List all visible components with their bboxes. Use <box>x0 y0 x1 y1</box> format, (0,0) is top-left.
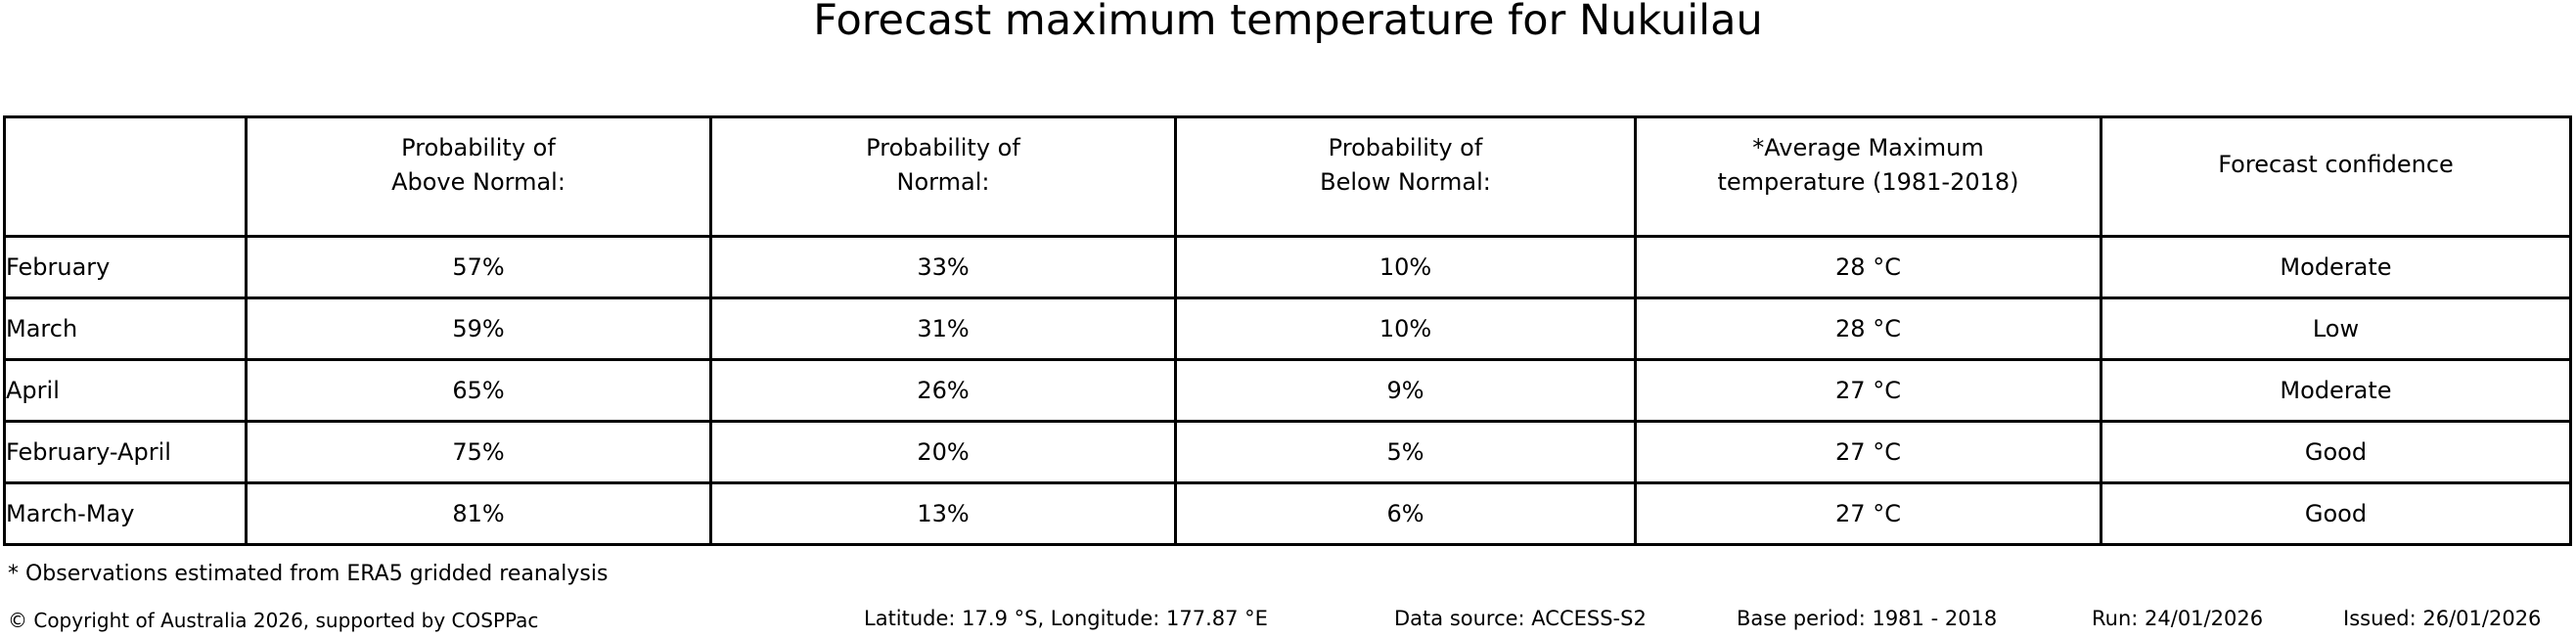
cell-avg-max-temp: 27 °C <box>1634 420 2102 484</box>
column-header-normal: Probability of Normal: <box>709 115 1177 238</box>
cell-normal: 20% <box>709 420 1177 484</box>
cell-below-normal: 5% <box>1174 420 1637 484</box>
table-row: February 57% 33% 10% 28 °C Moderate <box>3 235 2572 299</box>
table-row: March-May 81% 13% 6% 27 °C Good <box>3 481 2572 546</box>
location-text: Latitude: 17.9 °S, Longitude: 177.87 °E <box>864 607 1268 630</box>
copyright-text: © Copyright of Australia 2026, supported… <box>8 609 539 632</box>
table-row: April 65% 26% 9% 27 °C Moderate <box>3 358 2572 423</box>
cell-forecast-confidence: Good <box>2100 420 2572 484</box>
cell-above-normal: 57% <box>245 235 712 299</box>
column-header-above-normal: Probability of Above Normal: <box>245 115 712 238</box>
table-corner-cell <box>3 115 248 238</box>
cell-forecast-confidence: Low <box>2100 296 2572 361</box>
base-period-text: Base period: 1981 - 2018 <box>1737 607 1998 630</box>
footer: © Copyright of Australia 2026, supported… <box>0 607 2576 636</box>
table-row: March 59% 31% 10% 28 °C Low <box>3 296 2572 361</box>
cell-forecast-confidence: Good <box>2100 481 2572 546</box>
row-label-march-may: March-May <box>3 481 248 546</box>
row-label-april: April <box>3 358 248 423</box>
cell-forecast-confidence: Moderate <box>2100 235 2572 299</box>
cell-forecast-confidence: Moderate <box>2100 358 2572 423</box>
run-date-text: Run: 24/01/2026 <box>2092 607 2264 630</box>
cell-normal: 33% <box>709 235 1177 299</box>
data-source-text: Data source: ACCESS-S2 <box>1394 607 1647 630</box>
cell-avg-max-temp: 27 °C <box>1634 358 2102 423</box>
cell-avg-max-temp: 28 °C <box>1634 296 2102 361</box>
cell-above-normal: 65% <box>245 358 712 423</box>
cell-above-normal: 75% <box>245 420 712 484</box>
column-header-forecast-confidence: Forecast confidence <box>2100 115 2572 238</box>
cell-below-normal: 9% <box>1174 358 1637 423</box>
column-header-avg-max-temp: *Average Maximum temperature (1981-2018) <box>1634 115 2102 238</box>
forecast-table: Probability of Above Normal: Probability… <box>3 115 2572 546</box>
cell-below-normal: 10% <box>1174 296 1637 361</box>
cell-below-normal: 10% <box>1174 235 1637 299</box>
cell-below-normal: 6% <box>1174 481 1637 546</box>
cell-normal: 31% <box>709 296 1177 361</box>
cell-above-normal: 59% <box>245 296 712 361</box>
observations-footnote: * Observations estimated from ERA5 gridd… <box>8 562 609 586</box>
cell-above-normal: 81% <box>245 481 712 546</box>
row-label-march: March <box>3 296 248 361</box>
row-label-february-april: February-April <box>3 420 248 484</box>
cell-normal: 13% <box>709 481 1177 546</box>
table-row: February-April 75% 20% 5% 27 °C Good <box>3 420 2572 484</box>
column-header-below-normal: Probability of Below Normal: <box>1174 115 1637 238</box>
issued-date-text: Issued: 26/01/2026 <box>2343 607 2542 630</box>
cell-avg-max-temp: 27 °C <box>1634 481 2102 546</box>
cell-avg-max-temp: 28 °C <box>1634 235 2102 299</box>
page-title: Forecast maximum temperature for Nukuila… <box>813 0 1763 45</box>
cell-normal: 26% <box>709 358 1177 423</box>
table-header-row: Probability of Above Normal: Probability… <box>3 115 2572 238</box>
row-label-february: February <box>3 235 248 299</box>
